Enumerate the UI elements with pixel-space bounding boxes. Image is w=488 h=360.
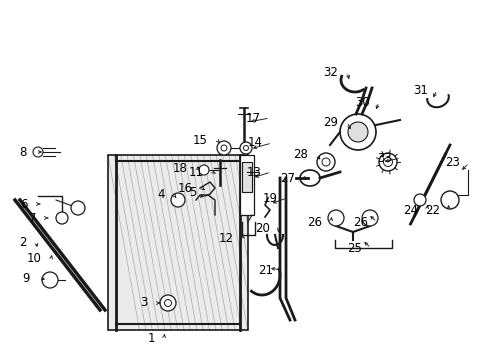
Text: 1: 1: [147, 332, 155, 345]
Text: 3: 3: [141, 297, 148, 310]
Text: 33: 33: [376, 152, 391, 165]
Text: 17: 17: [245, 112, 261, 125]
Circle shape: [160, 295, 176, 311]
Circle shape: [56, 212, 68, 224]
Text: 6: 6: [20, 198, 28, 211]
Circle shape: [71, 201, 85, 215]
Text: 22: 22: [424, 203, 439, 216]
Text: 7: 7: [28, 211, 36, 225]
Circle shape: [361, 210, 377, 226]
Text: 4: 4: [157, 189, 164, 202]
Text: 2: 2: [20, 235, 27, 248]
Circle shape: [316, 153, 334, 171]
Circle shape: [243, 145, 248, 150]
Text: 19: 19: [263, 192, 278, 204]
Text: 26: 26: [306, 216, 321, 229]
Text: 24: 24: [402, 203, 417, 216]
Text: 18: 18: [173, 162, 187, 175]
Bar: [108, 155, 247, 330]
Circle shape: [33, 147, 43, 157]
Text: 32: 32: [323, 66, 337, 78]
Circle shape: [42, 272, 58, 288]
Circle shape: [321, 158, 329, 166]
Circle shape: [240, 142, 251, 154]
Text: 9: 9: [22, 271, 30, 284]
Text: 25: 25: [346, 242, 361, 255]
Text: 8: 8: [20, 145, 27, 158]
Text: 27: 27: [280, 171, 294, 184]
Circle shape: [164, 300, 171, 306]
Circle shape: [217, 141, 230, 155]
Text: 31: 31: [412, 84, 427, 96]
Text: 29: 29: [323, 116, 337, 129]
Bar: [242, 162, 251, 192]
Bar: [240, 155, 253, 215]
Text: 11: 11: [189, 166, 203, 179]
Circle shape: [378, 153, 396, 171]
Text: 14: 14: [247, 136, 263, 149]
Circle shape: [339, 114, 375, 150]
Circle shape: [171, 193, 184, 207]
Text: 30: 30: [354, 95, 369, 108]
Text: 10: 10: [27, 252, 42, 266]
Text: 5: 5: [188, 186, 196, 199]
Circle shape: [327, 210, 343, 226]
Text: 28: 28: [292, 148, 307, 162]
Text: 20: 20: [255, 221, 269, 234]
Text: 12: 12: [219, 231, 234, 244]
Text: 23: 23: [444, 157, 459, 170]
Circle shape: [199, 165, 208, 175]
Text: 21: 21: [258, 264, 272, 276]
Circle shape: [347, 122, 367, 142]
Text: 26: 26: [352, 216, 367, 229]
Text: 15: 15: [193, 134, 207, 147]
Text: 16: 16: [178, 181, 193, 194]
Circle shape: [440, 191, 458, 209]
Circle shape: [221, 145, 226, 151]
Bar: [108, 155, 247, 330]
Circle shape: [383, 158, 392, 166]
Circle shape: [413, 194, 425, 206]
Text: 13: 13: [246, 166, 262, 179]
